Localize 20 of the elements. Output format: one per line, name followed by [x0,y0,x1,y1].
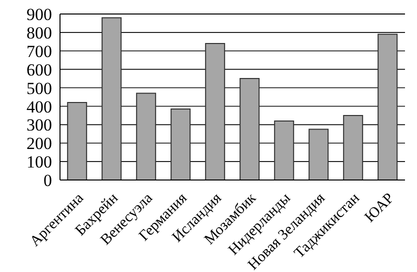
y-tick-label: 500 [26,78,52,98]
y-tick-label: 0 [44,171,52,190]
y-tick-label: 100 [26,152,52,172]
bar [102,17,122,180]
y-tick-label: 900 [26,5,52,24]
bar [67,102,88,180]
bar [378,34,398,180]
bar [343,114,364,180]
y-tick-label: 800 [26,23,52,42]
y-tick-label: 600 [26,60,52,80]
bar [308,128,329,180]
y-tick-label: 200 [26,134,52,154]
bar [205,43,226,180]
y-tick-label: 700 [26,42,52,61]
y-tick-label: 300 [26,116,52,135]
bar [136,92,156,180]
bar [240,78,260,180]
bar [170,108,191,180]
y-tick-label: 400 [26,97,52,116]
bar [274,120,294,180]
